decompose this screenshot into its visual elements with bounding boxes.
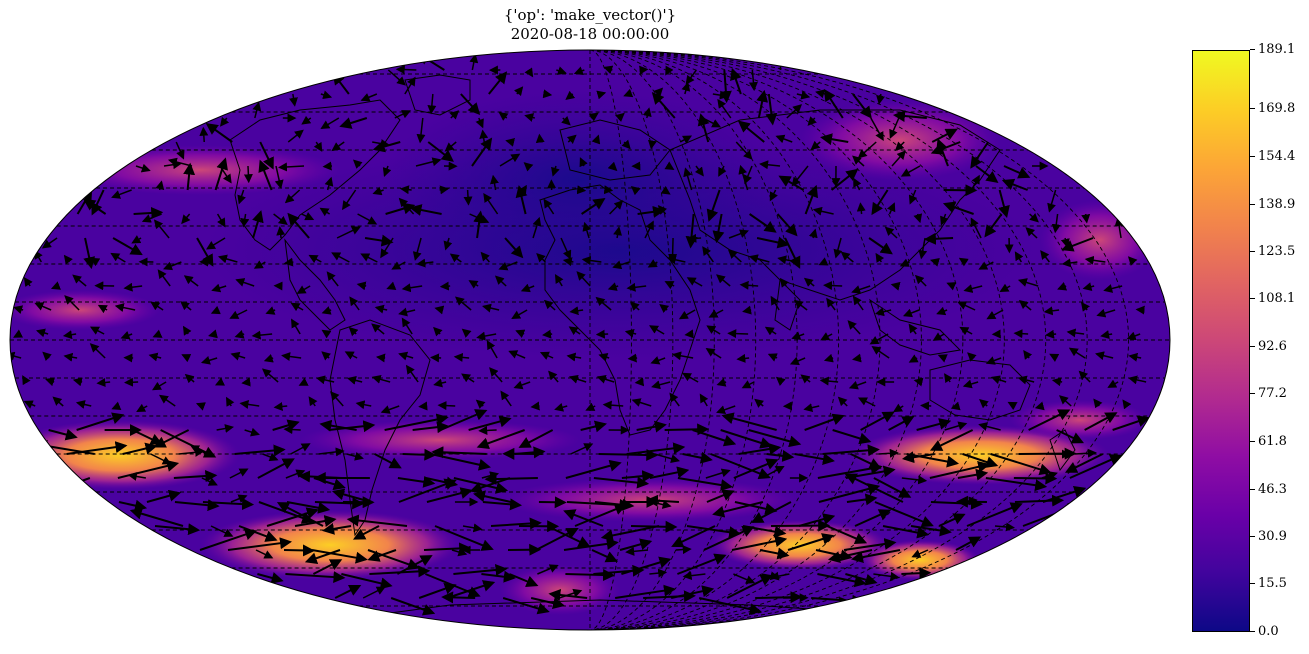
- colorbar-tick-label: 108.1: [1258, 292, 1295, 306]
- wind-arrow: [672, 238, 673, 262]
- wind-arrow: [432, 357, 442, 358]
- colorbar-tick: 46.3: [1250, 483, 1309, 497]
- colorbar-tick-label: 189.1: [1258, 43, 1295, 57]
- colorbar-tick-mark: [1250, 536, 1255, 537]
- colorbar-tick-label: 30.9: [1258, 530, 1287, 544]
- wind-arrow: [324, 166, 332, 167]
- colorbar-tick-label: 123.5: [1258, 245, 1295, 259]
- colorbar-tick: 77.2: [1250, 387, 1309, 401]
- wind-arrow: [640, 69, 647, 70]
- colorbar-tick: 123.5: [1250, 245, 1309, 259]
- wind-arrow: [729, 333, 748, 334]
- colorbar-tick: 138.9: [1250, 198, 1309, 212]
- wind-arrow: [1014, 478, 1055, 479]
- wind-arrow: [532, 406, 539, 407]
- field-layer: [0, 0, 1180, 650]
- wind-arrow: [601, 93, 605, 94]
- colorbar-tick-label: 169.8: [1258, 102, 1295, 116]
- colorbar-tick-mark: [1250, 298, 1255, 299]
- colorbar-tick-mark: [1250, 108, 1255, 109]
- colorbar-tick-mark: [1250, 583, 1255, 584]
- wind-arrow: [243, 382, 250, 383]
- wind-arrow: [397, 69, 416, 70]
- colorbar-tick: 169.8: [1250, 102, 1309, 116]
- colorbar-tick: 189.1: [1250, 43, 1309, 57]
- colorbar-tick: 92.6: [1250, 340, 1309, 354]
- wind-arrow: [686, 334, 692, 335]
- colorbar-tick-mark: [1250, 251, 1255, 252]
- colorbar-tick-mark: [1250, 346, 1255, 347]
- colorbar-tick-label: 46.3: [1258, 483, 1287, 497]
- colorbar-tick: 30.9: [1250, 530, 1309, 544]
- wind-arrow: [377, 357, 385, 358]
- wind-arrow: [285, 429, 301, 430]
- colorbar-tick: 154.4: [1250, 150, 1309, 164]
- wind-arrow: [203, 128, 204, 142]
- wind-arrow: [665, 429, 708, 430]
- colorbar-tick-mark: [1250, 204, 1255, 205]
- wind-arrow: [284, 550, 313, 551]
- wind-arrow: [1047, 334, 1057, 335]
- wind-arrow: [248, 166, 249, 182]
- wind-arrow: [780, 52, 781, 70]
- colorbar-tick-mark: [1250, 49, 1255, 50]
- colorbar-tick-label: 15.5: [1258, 577, 1287, 591]
- wind-arrow: [901, 573, 929, 574]
- wind-arrow: [539, 135, 540, 142]
- colorbar-tick-label: 61.8: [1258, 435, 1287, 449]
- colorbar-tick: 15.5: [1250, 577, 1309, 591]
- wind-arrow: [403, 454, 435, 455]
- wind-arrow: [30, 478, 90, 499]
- colorbar-tick: 0.0: [1250, 625, 1309, 639]
- wind-arrow: [443, 597, 475, 598]
- wind-arrow: [636, 382, 642, 383]
- wind-arrow: [126, 382, 139, 383]
- colorbar-tick-label: 0.0: [1258, 625, 1279, 639]
- colorbar-tick-label: 138.9: [1258, 198, 1295, 212]
- wind-arrow: [839, 598, 867, 608]
- wind-arrow: [545, 94, 551, 95]
- wind-arrow: [597, 334, 608, 335]
- wind-arrow: [580, 190, 585, 191]
- wind-arrow: [926, 238, 953, 239]
- wind-arrow: [439, 405, 455, 406]
- wind-arrow: [487, 478, 538, 479]
- wind-arrow: [441, 286, 450, 287]
- colorbar-tick-mark: [1250, 631, 1255, 632]
- wind-arrow: [565, 574, 613, 575]
- map-panel: [0, 0, 1180, 650]
- wind-arrow: [480, 430, 497, 431]
- colorbar: [1192, 50, 1250, 632]
- colorbar-tick-label: 92.6: [1258, 340, 1287, 354]
- colorbar-tick-mark: [1250, 156, 1255, 157]
- wind-arrow: [676, 549, 690, 550]
- colorbar-tick-mark: [1250, 441, 1255, 442]
- wind-arrow: [544, 334, 553, 335]
- wind-arrow: [651, 142, 652, 148]
- wind-arrow: [420, 406, 427, 407]
- colorbar-tick-label: 154.4: [1258, 150, 1295, 164]
- colorbar-tick: 108.1: [1250, 292, 1309, 306]
- colorbar-tick-mark: [1250, 489, 1255, 490]
- colorbar-tick-mark: [1250, 393, 1255, 394]
- mollweide-map: [0, 0, 1180, 650]
- wind-arrow: [825, 285, 843, 286]
- colorbar-tick-label: 77.2: [1258, 387, 1287, 401]
- wind-arrow: [922, 405, 932, 406]
- wind-arrow: [1015, 333, 1028, 334]
- wind-arrow: [689, 238, 701, 239]
- colorbar-tick: 61.8: [1250, 435, 1309, 449]
- wind-arrow: [629, 358, 637, 359]
- wind-arrow: [468, 190, 469, 204]
